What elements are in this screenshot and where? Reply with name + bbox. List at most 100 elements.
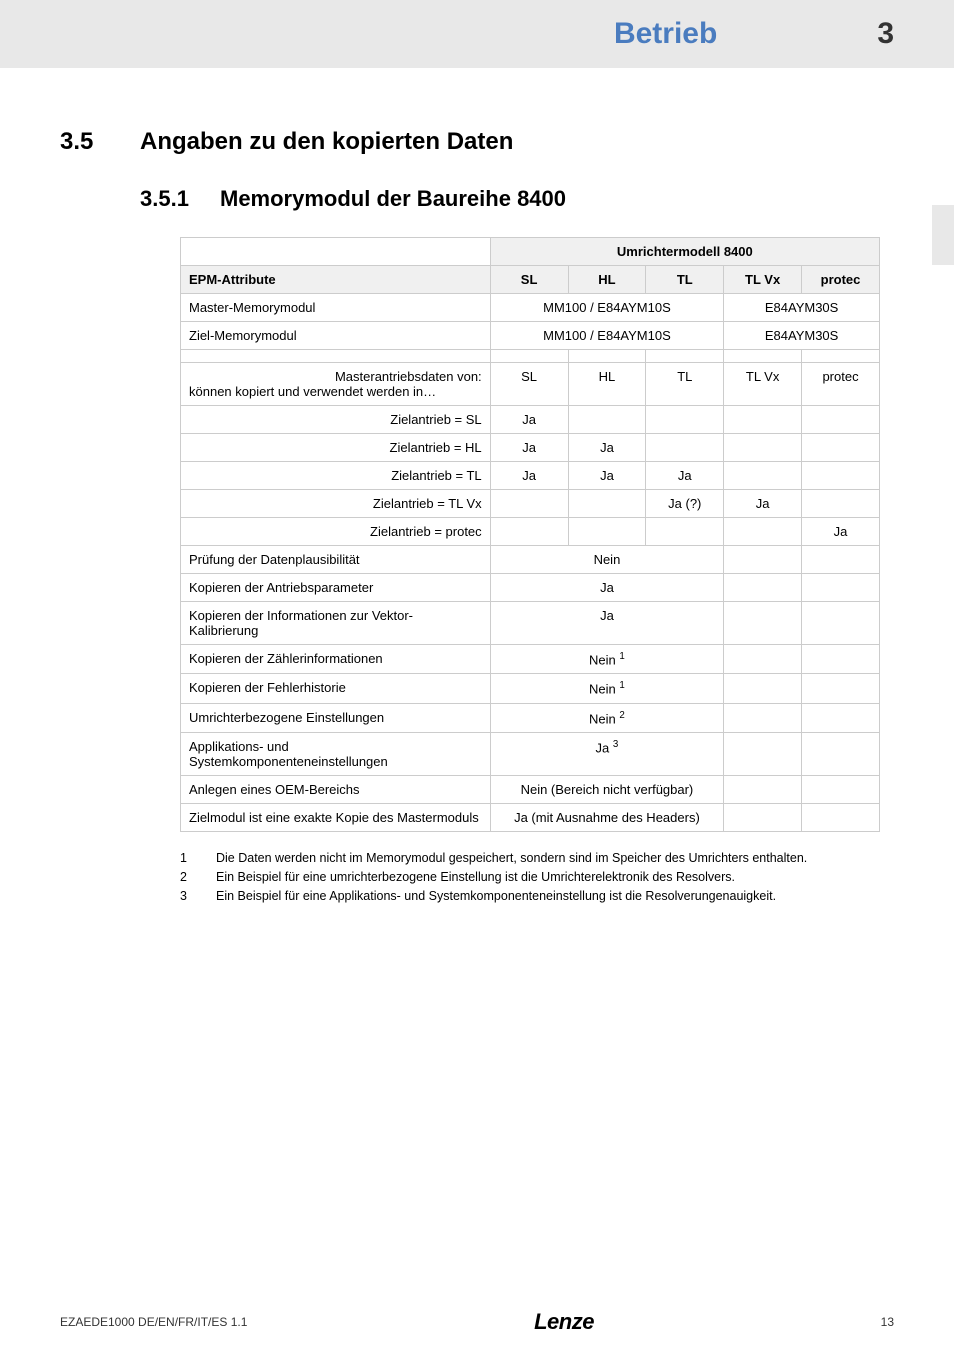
footnote: 3Ein Beispiel für eine Applikations- und…	[180, 888, 920, 905]
value-cell	[802, 406, 880, 434]
table-row: Master-MemorymodulMM100 / E84AYM10SE84AY…	[181, 294, 880, 322]
table-row	[181, 350, 880, 363]
footnote-text: Ein Beispiel für eine Applikations- und …	[216, 888, 776, 905]
value-cell: Ja	[724, 490, 802, 518]
value-cell: MM100 / E84AYM10S	[490, 322, 724, 350]
table-row: Anlegen eines OEM-BereichsNein (Bereich …	[181, 775, 880, 803]
footnote-text: Ein Beispiel für eine umrichterbezogene …	[216, 869, 735, 886]
footnote-number: 3	[180, 888, 216, 905]
value-cell	[490, 518, 568, 546]
subsection-title: Memorymodul der Baureihe 8400	[220, 186, 566, 212]
value-cell	[724, 775, 802, 803]
table-body: Master-MemorymodulMM100 / E84AYM10SE84AY…	[181, 294, 880, 832]
value-cell: Ja	[802, 518, 880, 546]
value-cell	[802, 674, 880, 703]
footer-logo: Lenze	[534, 1309, 594, 1335]
value-cell	[724, 732, 802, 775]
value-cell	[490, 490, 568, 518]
value-cell	[802, 434, 880, 462]
value-cell: Nein 2	[490, 703, 724, 732]
value-cell: E84AYM30S	[724, 294, 880, 322]
footnote-text: Die Daten werden nicht im Memorymodul ge…	[216, 850, 807, 867]
col-tl: TL	[646, 266, 724, 294]
value-cell: Ja	[646, 462, 724, 490]
attr-cell: Zielantrieb = HL	[181, 434, 491, 462]
attr-cell: Zielantrieb = TL	[181, 462, 491, 490]
footnote: 1Die Daten werden nicht im Memorymodul g…	[180, 850, 920, 867]
value-cell: TL Vx	[724, 363, 802, 406]
value-cell	[724, 602, 802, 645]
value-cell	[724, 574, 802, 602]
value-cell	[646, 434, 724, 462]
value-cell: TL	[646, 363, 724, 406]
table-row: Kopieren der ZählerinformationenNein 1	[181, 645, 880, 674]
table-row: Zielmodul ist eine exakte Kopie des Mast…	[181, 803, 880, 831]
value-cell	[568, 490, 646, 518]
attr-cell: Anlegen eines OEM-Bereichs	[181, 775, 491, 803]
section-title: Angaben zu den kopierten Daten	[140, 128, 513, 156]
table-row: Kopieren der FehlerhistorieNein 1	[181, 674, 880, 703]
table-row: Zielantrieb = protec Ja	[181, 518, 880, 546]
attr-cell: Prüfung der Datenplausibilität	[181, 546, 491, 574]
table-row: Umrichterbezogene EinstellungenNein 2	[181, 703, 880, 732]
value-cell: SL	[490, 363, 568, 406]
attr-cell: Umrichterbezogene Einstellungen	[181, 703, 491, 732]
attr-cell: Kopieren der Informationen zur Vektor-Ka…	[181, 602, 491, 645]
value-cell	[802, 732, 880, 775]
attr-cell: Ziel-Memorymodul	[181, 322, 491, 350]
page-header: Betrieb 3	[0, 0, 954, 68]
value-cell	[724, 462, 802, 490]
value-cell	[568, 350, 646, 363]
value-cell	[490, 350, 568, 363]
table-row: Zielantrieb = TLJaJaJa	[181, 462, 880, 490]
value-cell	[802, 574, 880, 602]
value-cell	[568, 518, 646, 546]
attr-cell: Zielantrieb = SL	[181, 406, 491, 434]
table-row: Ziel-MemorymodulMM100 / E84AYM10SE84AYM3…	[181, 322, 880, 350]
value-cell: HL	[568, 363, 646, 406]
header-chapter: 3	[877, 17, 894, 51]
attr-cell: Zielmodul ist eine exakte Kopie des Mast…	[181, 803, 491, 831]
value-cell: Nein	[490, 546, 724, 574]
section-number: 3.5	[60, 128, 140, 156]
value-cell	[802, 546, 880, 574]
value-cell: E84AYM30S	[724, 322, 880, 350]
attr-header: EPM-Attribute	[181, 266, 491, 294]
epm-table: Umrichtermodell 8400 EPM-Attribute SL HL…	[180, 237, 880, 832]
table-row: Masterantriebsdaten von:können kopiert u…	[181, 363, 880, 406]
value-cell: Ja	[490, 434, 568, 462]
value-cell	[646, 350, 724, 363]
footnote-number: 1	[180, 850, 216, 867]
side-tab	[932, 205, 954, 265]
value-cell: Ja	[490, 602, 724, 645]
value-cell	[802, 490, 880, 518]
value-cell	[646, 406, 724, 434]
section-heading: 3.5 Angaben zu den kopierten Daten	[60, 128, 894, 156]
value-cell	[724, 803, 802, 831]
table-row: Applikations- und Systemkomponenteneinst…	[181, 732, 880, 775]
footer-page-number: 13	[881, 1315, 894, 1329]
attr-cell: Zielantrieb = protec	[181, 518, 491, 546]
table-row: Zielantrieb = HLJaJa	[181, 434, 880, 462]
page-footer: EZAEDE1000 DE/EN/FR/IT/ES 1.1 Lenze 13	[0, 1309, 954, 1335]
value-cell: Ja	[490, 406, 568, 434]
attr-cell: Applikations- und Systemkomponenteneinst…	[181, 732, 491, 775]
table-row: Kopieren der AntriebsparameterJa	[181, 574, 880, 602]
value-cell	[568, 406, 646, 434]
value-cell	[802, 350, 880, 363]
value-cell: Ja	[568, 434, 646, 462]
model-header: Umrichtermodell 8400	[490, 238, 879, 266]
value-cell	[724, 645, 802, 674]
attr-cell	[181, 350, 491, 363]
value-cell: protec	[802, 363, 880, 406]
footnote: 2Ein Beispiel für eine umrichterbezogene…	[180, 869, 920, 886]
value-cell	[646, 518, 724, 546]
col-protec: protec	[802, 266, 880, 294]
attr-cell: Zielantrieb = TL Vx	[181, 490, 491, 518]
content-region: 3.5 Angaben zu den kopierten Daten 3.5.1…	[0, 68, 954, 905]
col-sl: SL	[490, 266, 568, 294]
col-hl: HL	[568, 266, 646, 294]
attr-cell: Kopieren der Zählerinformationen	[181, 645, 491, 674]
value-cell: Ja	[490, 574, 724, 602]
value-cell: Ja (mit Ausnahme des Headers)	[490, 803, 724, 831]
